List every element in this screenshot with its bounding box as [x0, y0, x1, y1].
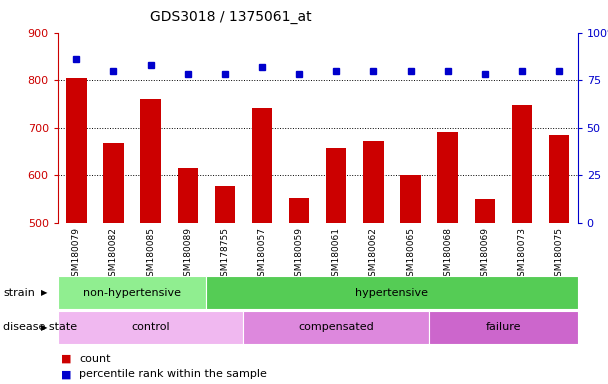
Bar: [549, 135, 569, 223]
Text: GSM180057: GSM180057: [257, 227, 266, 282]
Bar: [475, 199, 495, 223]
Text: GSM180085: GSM180085: [146, 227, 155, 282]
Text: compensated: compensated: [299, 322, 374, 333]
Bar: [178, 168, 198, 223]
Bar: [363, 141, 384, 223]
Bar: [289, 199, 309, 223]
Text: failure: failure: [486, 322, 521, 333]
Text: ■: ■: [61, 369, 71, 379]
Text: GSM180059: GSM180059: [295, 227, 303, 282]
Text: non-hypertensive: non-hypertensive: [83, 288, 181, 298]
Text: ▶: ▶: [41, 323, 47, 332]
Text: ■: ■: [61, 354, 71, 364]
Bar: [66, 78, 86, 223]
Text: GSM180065: GSM180065: [406, 227, 415, 282]
Bar: [252, 108, 272, 223]
Text: GSM178755: GSM178755: [220, 227, 229, 282]
Text: GSM180069: GSM180069: [480, 227, 489, 282]
Text: disease state: disease state: [3, 322, 77, 333]
Bar: [215, 185, 235, 223]
Text: GSM180079: GSM180079: [72, 227, 81, 282]
Bar: [58, 276, 206, 309]
Bar: [58, 311, 243, 344]
Bar: [103, 143, 123, 223]
Text: GSM180062: GSM180062: [369, 227, 378, 282]
Text: control: control: [131, 322, 170, 333]
Bar: [400, 175, 421, 223]
Bar: [512, 105, 532, 223]
Bar: [206, 276, 578, 309]
Text: hypertensive: hypertensive: [356, 288, 429, 298]
Bar: [326, 147, 347, 223]
Text: GSM180073: GSM180073: [517, 227, 527, 282]
Text: GSM180082: GSM180082: [109, 227, 118, 282]
Text: strain: strain: [3, 288, 35, 298]
Text: GSM180061: GSM180061: [332, 227, 340, 282]
Text: GSM180089: GSM180089: [183, 227, 192, 282]
Bar: [429, 311, 578, 344]
Bar: [243, 311, 429, 344]
Text: GSM180068: GSM180068: [443, 227, 452, 282]
Text: GDS3018 / 1375061_at: GDS3018 / 1375061_at: [150, 10, 312, 23]
Text: GSM180075: GSM180075: [554, 227, 564, 282]
Text: percentile rank within the sample: percentile rank within the sample: [79, 369, 267, 379]
Text: ▶: ▶: [41, 288, 47, 297]
Text: count: count: [79, 354, 111, 364]
Bar: [437, 132, 458, 223]
Bar: [140, 99, 161, 223]
